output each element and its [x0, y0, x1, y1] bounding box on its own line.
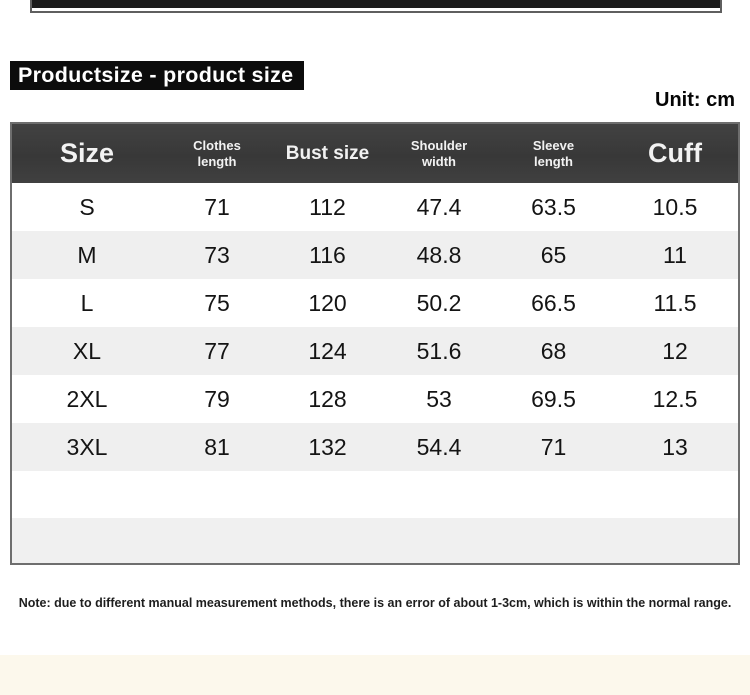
table-cell: 12: [662, 337, 688, 364]
table-cell: 116: [309, 241, 346, 268]
table-cell: 11.5: [653, 289, 697, 316]
table-cell: 10.5: [652, 193, 698, 220]
table-cell: M: [77, 241, 97, 268]
table-row-3xl: 3XL 81 132 54.4 71 13: [12, 423, 738, 471]
cropped-dark-image-strip: [32, 0, 720, 8]
table-row-s: S 71 112 47.4 63.5 10.5: [12, 183, 738, 231]
table-cell: 63.5: [531, 193, 576, 220]
table-cell: 77: [204, 337, 230, 364]
table-cell: 120: [308, 289, 347, 316]
table-cell: 13: [662, 433, 688, 460]
header-cell-size: Size: [59, 138, 115, 168]
table-cell: 66.5: [531, 289, 576, 316]
table-cell: XL: [72, 337, 102, 364]
empty-table-row: [12, 518, 738, 563]
table-cell: 2XL: [66, 385, 108, 412]
table-cell: 50.2: [416, 289, 462, 316]
table-cell: 53: [426, 385, 452, 412]
table-cell: 71: [204, 193, 230, 220]
table-cell: 11: [663, 241, 687, 268]
table-cell: 3XL: [66, 433, 108, 460]
header-cell-shoulder-width: Shoulder width: [410, 138, 468, 169]
table-header-row: Size Clothes length Bust size Shoulder w…: [12, 124, 738, 183]
header-cell-cuff: Cuff: [648, 138, 702, 168]
table-cell: 112: [309, 193, 346, 220]
table-cell: S: [79, 193, 95, 220]
table-cell: 124: [308, 337, 347, 364]
table-cell: L: [80, 289, 94, 316]
table-cell: 68: [540, 337, 567, 364]
table-row-xl: XL 77 124 51.6 68 12: [12, 327, 738, 375]
header-cell-clothes-length: Clothes length: [193, 138, 241, 169]
table-cell: 69.5: [531, 385, 576, 412]
previous-section-cropped-box: [30, 0, 722, 13]
header-cell-bust-size: Bust size: [285, 142, 370, 164]
table-cell: 75: [204, 289, 230, 316]
table-cell: 128: [308, 385, 347, 412]
table-cell: 47.4: [416, 193, 462, 220]
table-cell: 51.6: [416, 337, 462, 364]
table-row-2xl: 2XL 79 128 53 69.5 12.5: [12, 375, 738, 423]
table-cell: 81: [204, 433, 230, 460]
measurement-note: Note: due to different manual measuremen…: [18, 596, 732, 610]
table-cell: 48.8: [416, 241, 462, 268]
table-cell: 132: [308, 433, 347, 460]
empty-table-row: [12, 471, 738, 518]
table-cell: 71: [540, 433, 567, 460]
size-chart-table: Size Clothes length Bust size Shoulder w…: [10, 122, 740, 565]
table-row-l: L 75 120 50.2 66.5 11.5: [12, 279, 738, 327]
section-title-banner: Productsize - product size: [10, 61, 305, 90]
table-row-m: M 73 116 48.8 65 11: [12, 231, 738, 279]
bottom-cream-strip: [0, 655, 750, 695]
table-cell: 65: [540, 241, 567, 268]
table-cell: 79: [204, 385, 230, 412]
unit-label: Unit: cm: [655, 89, 735, 111]
table-cell: 12.5: [652, 385, 698, 412]
table-cell: 54.4: [416, 433, 462, 460]
table-cell: 73: [204, 241, 230, 268]
header-cell-sleeve-length: Sleeve length: [532, 138, 575, 169]
